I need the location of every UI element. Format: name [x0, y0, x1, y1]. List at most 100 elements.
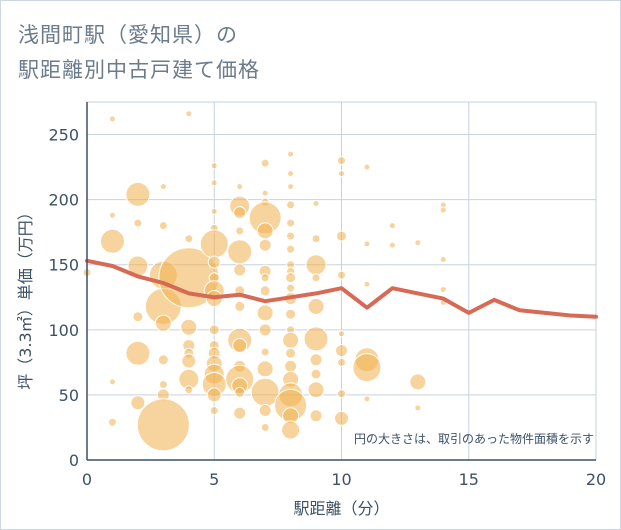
bubble-point: [312, 200, 320, 208]
y-tick-label: 50: [59, 386, 79, 405]
x-tick-label: 10: [331, 470, 351, 489]
bubble-point: [281, 420, 301, 440]
bubble-point: [388, 241, 396, 249]
bubble-point: [256, 304, 274, 322]
x-axis-label: 駅距離（分）: [293, 499, 389, 518]
x-tick-label: 5: [209, 470, 219, 489]
bubble-point: [233, 206, 247, 220]
bubble-point: [284, 359, 298, 373]
bubble-point: [334, 410, 349, 426]
bubble-point: [335, 344, 348, 358]
bubble-point: [108, 115, 116, 123]
bubble-point: [311, 234, 321, 244]
bubble-point: [258, 238, 272, 252]
bubble-point: [235, 226, 245, 236]
y-axis-label: 坪（3.3㎡）単価（万円）: [16, 204, 35, 389]
bubble-point: [337, 270, 346, 280]
bubble-point: [414, 404, 422, 412]
bubble-point: [260, 273, 270, 283]
size-note: 円の大きさは、取引のあった物件面積を示す: [354, 431, 594, 446]
bubble-point: [108, 211, 116, 219]
bubble-point: [130, 395, 146, 411]
y-tick-label: 150: [48, 256, 79, 275]
bubble-point: [439, 285, 447, 293]
bubble-point: [260, 158, 270, 168]
bubble-point: [439, 256, 447, 264]
bubble-point: [260, 347, 270, 357]
bubble-point: [258, 323, 272, 337]
bubble-point: [181, 353, 197, 369]
y-tick-label: 200: [48, 191, 79, 210]
x-tick-label: 20: [586, 470, 606, 489]
bubble-point: [99, 228, 125, 254]
bubble-point: [157, 354, 169, 366]
bubble-point: [209, 406, 219, 416]
bubble-point: [388, 222, 396, 230]
bubble-point: [234, 300, 246, 312]
bubble-point: [363, 280, 371, 288]
bubble-point: [311, 273, 321, 283]
bubble-point: [336, 230, 347, 242]
bubble-point: [261, 189, 269, 197]
bubble-point: [287, 150, 295, 158]
bubble-point: [363, 240, 371, 248]
bubble-point: [199, 229, 229, 259]
bubble-point: [108, 378, 116, 386]
bubble-point: [154, 314, 172, 332]
bubble-point: [184, 234, 194, 244]
bubble-point: [286, 218, 296, 228]
bubble-point: [206, 387, 222, 403]
bubble-point: [287, 183, 295, 191]
bubble-point: [439, 206, 447, 214]
bubble-point: [236, 183, 244, 191]
bubble-point: [352, 353, 382, 383]
bubble-point: [259, 285, 271, 297]
bubble-point: [309, 353, 323, 367]
bubble-point: [185, 110, 193, 118]
bubble-point: [286, 244, 296, 254]
bubble-point: [256, 360, 274, 378]
bubble-point: [260, 422, 270, 432]
bubble-point: [233, 263, 247, 277]
bubble-point: [363, 163, 371, 171]
average-price-line: [85, 258, 598, 319]
bubble-point: [338, 170, 345, 178]
y-tick-label: 250: [48, 126, 79, 145]
bubble-point: [309, 409, 323, 423]
bubble-point: [285, 272, 297, 284]
bubble-point: [227, 239, 253, 265]
bubble-point: [409, 373, 427, 391]
x-tick-label: 15: [459, 470, 479, 489]
bubble-point: [207, 255, 221, 269]
bubble-point: [133, 218, 143, 228]
bubble-point: [286, 283, 296, 293]
bubble-point: [307, 297, 325, 315]
bubble-point: [158, 379, 168, 389]
bubble-point: [286, 231, 296, 241]
x-tick-label: 0: [82, 470, 92, 489]
bubble-point: [256, 222, 274, 240]
bubble-point: [305, 254, 327, 276]
bubble-point: [337, 156, 346, 166]
bubble-point: [282, 331, 300, 349]
bubble-point: [307, 381, 325, 399]
bubble-point: [285, 347, 297, 359]
bubble-point: [107, 417, 117, 427]
bubble-point: [286, 200, 296, 210]
bubble-point: [132, 311, 144, 323]
bubble-point: [210, 179, 218, 187]
bubble-point: [337, 389, 346, 399]
bubble-point: [303, 326, 329, 352]
bubble-point: [184, 385, 194, 395]
bubble-point: [125, 181, 151, 207]
bubble-point: [363, 395, 371, 403]
chart-title-line-1: 浅間町駅（愛知県）の: [18, 23, 238, 47]
bubble-point: [158, 221, 168, 231]
bubble-point: [287, 170, 295, 178]
bubble-point: [159, 183, 167, 191]
bubble-point: [234, 386, 246, 398]
bubble-point: [233, 406, 247, 420]
bubble-point: [125, 340, 151, 366]
bubble-point: [136, 398, 190, 452]
